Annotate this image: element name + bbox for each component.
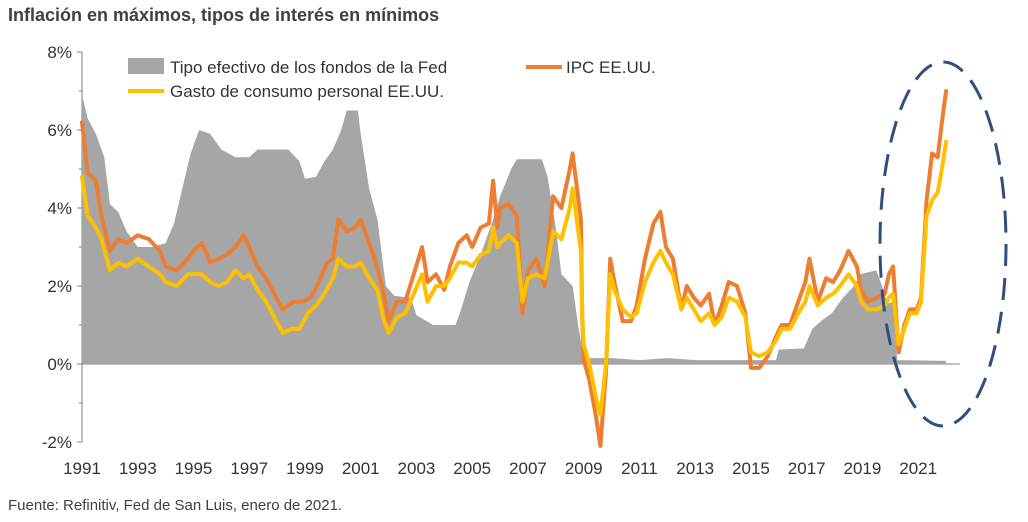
chart-title: Inflación en máximos, tipos de interés e… <box>8 5 440 25</box>
x-tick-label: 2019 <box>844 459 882 478</box>
highlight-annotation <box>878 60 1008 428</box>
x-tick-label: 1997 <box>230 459 268 478</box>
x-tick-label: 2003 <box>398 459 436 478</box>
x-tick-label: 1995 <box>175 459 213 478</box>
y-tick-label: -2% <box>42 433 72 452</box>
legend-label-pce: Gasto de consumo personal EE.UU. <box>170 82 444 101</box>
chart-legend: Tipo efectivo de los fondos de la Fed IPC… <box>128 58 656 101</box>
x-tick-label: 2021 <box>899 459 937 478</box>
x-tick-label: 2017 <box>788 459 826 478</box>
fed-funds-area-layer <box>82 94 947 365</box>
legend-label-cpi: IPC EE.UU. <box>566 58 656 77</box>
pce-line <box>80 139 949 417</box>
x-tick-label: 2005 <box>453 459 491 478</box>
fed-funds-area <box>82 94 947 365</box>
y-tick-label: 0% <box>47 355 72 374</box>
legend-swatch-fed <box>128 58 164 74</box>
x-tick-label: 2011 <box>621 459 658 478</box>
x-tick-label: 1991 <box>63 459 101 478</box>
y-tick-label: 4% <box>47 199 72 218</box>
y-tick-label: 6% <box>47 121 72 140</box>
source-note: Fuente: Refinitiv, Fed de San Luis, ener… <box>8 497 343 514</box>
x-tick-label: 1993 <box>119 459 157 478</box>
x-tick-label: 2009 <box>565 459 603 478</box>
cpi-line <box>80 89 949 448</box>
highlight-ellipse <box>878 60 1008 428</box>
x-tick-label: 2007 <box>509 459 547 478</box>
x-tick-label: 2013 <box>676 459 714 478</box>
x-tick-label: 2001 <box>342 459 380 478</box>
legend-label-fed: Tipo efectivo de los fondos de la Fed <box>170 58 447 77</box>
inflation-lines-layer <box>80 89 949 448</box>
y-tick-label: 2% <box>47 277 72 296</box>
x-tick-label: 1999 <box>286 459 324 478</box>
y-tick-label: 8% <box>47 43 72 62</box>
x-tick-label: 2015 <box>732 459 770 478</box>
